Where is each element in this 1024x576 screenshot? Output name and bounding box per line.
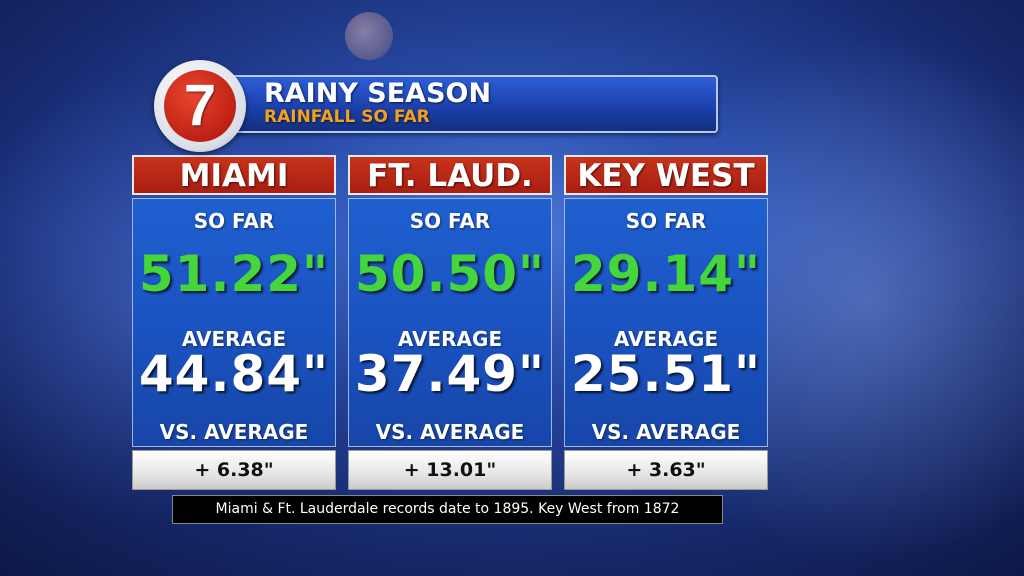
so-far-value: 51.22" xyxy=(138,245,330,303)
average-value: 25.51" xyxy=(570,345,762,403)
city-name: KEY WEST xyxy=(564,155,768,195)
background-orb xyxy=(345,12,393,60)
vs-average-label: VS. AVERAGE xyxy=(159,420,309,444)
so-far-value: 29.14" xyxy=(570,245,762,303)
page-title: RAINY SEASON xyxy=(264,78,492,109)
title-banner: RAINY SEASON RAINFALL SO FAR xyxy=(210,75,718,133)
city-name: MIAMI xyxy=(132,155,336,195)
page-subtitle: RAINFALL SO FAR xyxy=(264,107,430,127)
average-label: AVERAGE xyxy=(181,327,287,351)
city-name: FT. LAUD. xyxy=(348,155,552,195)
city-panel: SO FAR 29.14" AVERAGE 25.51" VS. AVERAGE xyxy=(564,198,768,447)
average-value: 44.84" xyxy=(138,345,330,403)
vs-average-value: + 3.63" xyxy=(564,450,768,490)
city-panel: SO FAR 50.50" AVERAGE 37.49" VS. AVERAGE xyxy=(348,198,552,447)
so-far-label: SO FAR xyxy=(625,209,707,233)
station-logo: 7 xyxy=(154,60,246,152)
vs-average-label: VS. AVERAGE xyxy=(591,420,741,444)
so-far-value: 50.50" xyxy=(354,245,546,303)
average-label: AVERAGE xyxy=(613,327,719,351)
average-value: 37.49" xyxy=(354,345,546,403)
so-far-label: SO FAR xyxy=(409,209,491,233)
city-column-ft-lauderdale: FT. LAUD. SO FAR 50.50" AVERAGE 37.49" V… xyxy=(348,155,552,490)
vs-average-label: VS. AVERAGE xyxy=(375,420,525,444)
average-label: AVERAGE xyxy=(397,327,503,351)
logo-number: 7 xyxy=(183,73,217,138)
vs-average-value: + 6.38" xyxy=(132,450,336,490)
so-far-label: SO FAR xyxy=(193,209,275,233)
city-column-miami: MIAMI SO FAR 51.22" AVERAGE 44.84" VS. A… xyxy=(132,155,336,490)
records-footnote: Miami & Ft. Lauderdale records date to 1… xyxy=(172,495,723,524)
logo-red-disc: 7 xyxy=(164,70,236,142)
city-column-key-west: KEY WEST SO FAR 29.14" AVERAGE 25.51" VS… xyxy=(564,155,768,490)
city-panel: SO FAR 51.22" AVERAGE 44.84" VS. AVERAGE xyxy=(132,198,336,447)
vs-average-value: + 13.01" xyxy=(348,450,552,490)
